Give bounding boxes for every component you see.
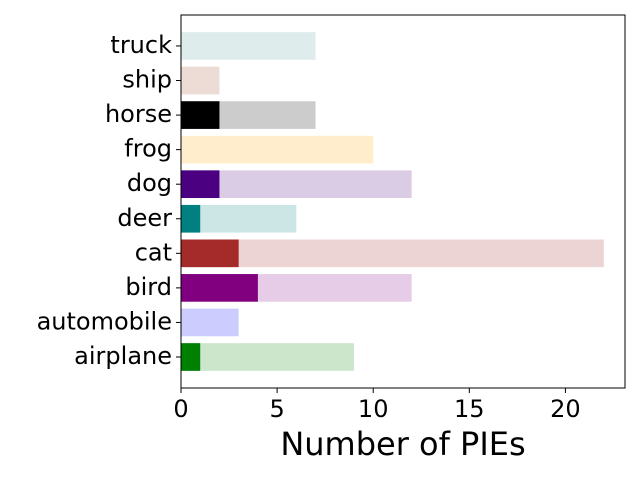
x-tick-label: 15 <box>454 395 485 423</box>
x-tick-label: 20 <box>550 395 581 423</box>
y-tick-label: deer <box>117 204 172 232</box>
bar <box>181 170 220 199</box>
bar <box>181 274 258 302</box>
y-tick-label: truck <box>110 31 172 59</box>
y-tick-label: bird <box>125 273 172 301</box>
bar <box>181 135 374 164</box>
x-tick-label: 5 <box>269 395 284 423</box>
x-axis-label: Number of PIEs <box>280 425 525 463</box>
bar <box>181 101 220 129</box>
y-tick-label: cat <box>135 238 172 266</box>
bar <box>181 239 239 268</box>
bar <box>181 204 201 233</box>
x-tick-label: 0 <box>173 395 188 423</box>
bar <box>181 343 201 371</box>
bar <box>181 239 604 268</box>
x-tick-label: 10 <box>358 395 389 423</box>
bar <box>181 66 220 95</box>
bar <box>181 32 316 60</box>
y-tick-label: ship <box>122 66 172 94</box>
bar <box>181 308 239 337</box>
y-tick-label: airplane <box>74 342 172 370</box>
plot-frame <box>180 14 626 389</box>
y-tick-label: automobile <box>37 307 172 335</box>
bar <box>181 343 354 371</box>
y-tick-label: horse <box>105 100 172 128</box>
y-tick-label: frog <box>124 135 172 163</box>
y-tick-label: dog <box>127 169 172 197</box>
